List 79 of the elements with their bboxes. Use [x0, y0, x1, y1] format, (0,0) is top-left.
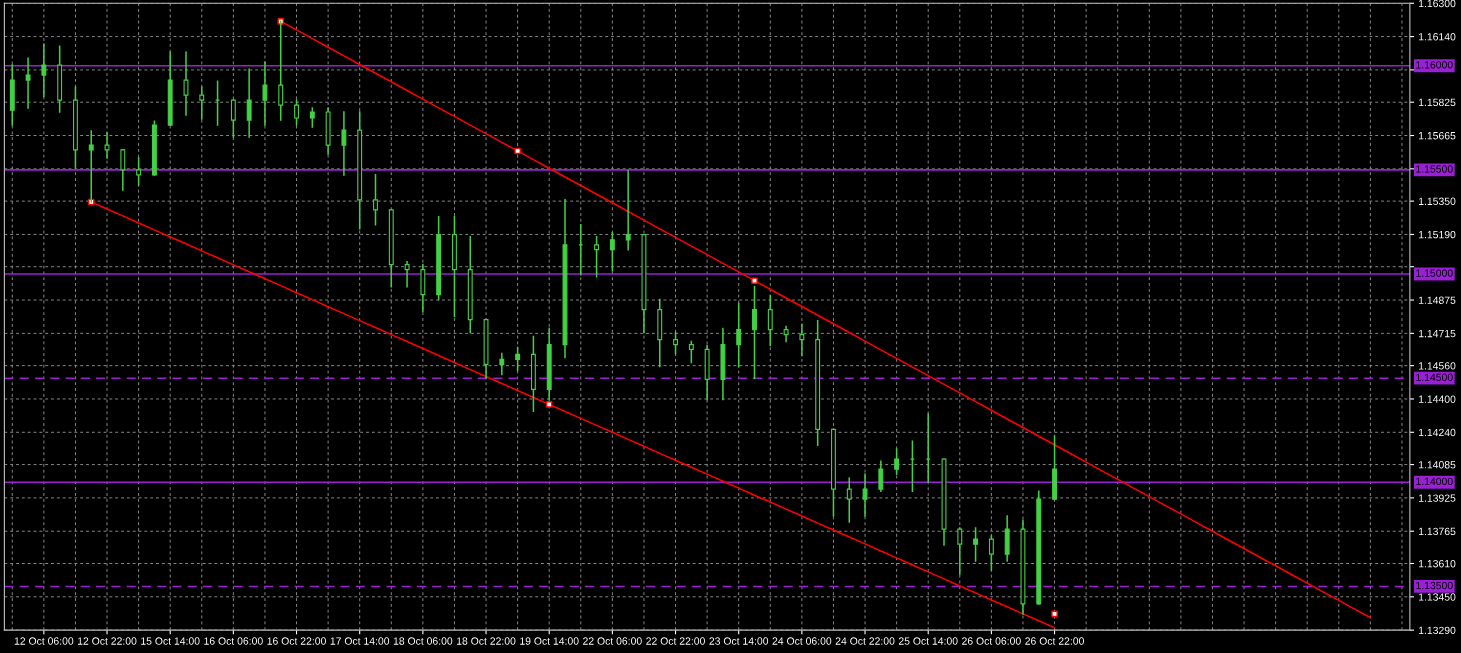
- y-tick-label: 1.15825: [1418, 98, 1456, 107]
- x-tick-label: 18 Oct 06:00: [393, 637, 453, 645]
- x-tick-label: 16 Oct 22:00: [267, 637, 326, 645]
- y-tick-label: 1.14400: [1418, 395, 1456, 403]
- candlestick: [862, 473, 868, 517]
- candlestick: [594, 235, 600, 278]
- candlestick: [183, 51, 189, 116]
- candlestick: [894, 448, 900, 475]
- y-tick-label: 1.14560: [1418, 362, 1456, 370]
- candlestick: [120, 149, 126, 191]
- y-tick-label: 1.16140: [1418, 33, 1456, 41]
- ref-line-label: 1.15500: [1416, 165, 1453, 173]
- ref-line-label: 1.15000: [1416, 269, 1453, 277]
- y-tick-label: 1.14085: [1418, 461, 1456, 469]
- candlestick: [230, 99, 236, 138]
- point: [545, 401, 553, 408]
- y-tick-label: 1.14715: [1418, 329, 1456, 338]
- candlestick: [262, 61, 268, 126]
- x-tick-label: 22 Oct 22:00: [646, 637, 705, 645]
- x-tick-label: 12 Oct 06:00: [14, 637, 74, 645]
- x-tick-label: 12 Oct 22:00: [78, 637, 137, 645]
- candlestick: [736, 302, 742, 368]
- x-tick-label: 23 Oct 14:00: [709, 637, 769, 645]
- candlestick: [104, 132, 110, 159]
- candlestick: [41, 43, 47, 97]
- x-tick-label: 22 Oct 06:00: [583, 637, 642, 645]
- candlestick: [294, 99, 299, 126]
- candlestick: [973, 527, 979, 562]
- candlestick: [578, 224, 584, 276]
- candlestick: [799, 323, 805, 357]
- candlestick: [846, 477, 852, 523]
- candlestick: [625, 170, 631, 251]
- point: [514, 147, 521, 155]
- y-tick-label: 1.13610: [1418, 560, 1456, 568]
- y-tick-label: 1.13925: [1418, 494, 1456, 502]
- point: [1051, 610, 1058, 618]
- x-tick-label: 18 Oct 22:00: [457, 637, 516, 645]
- x-tick-label: 17 Oct 14:00: [330, 637, 390, 645]
- x-tick-label: 26 Oct 06:00: [962, 637, 1021, 645]
- y-tick-label: 1.15350: [1418, 197, 1456, 205]
- candlestick: [673, 331, 678, 355]
- x-tick-label: 25 Oct 14:00: [898, 637, 958, 645]
- y-tick-label: 1.13450: [1418, 593, 1456, 601]
- candlestick: [515, 346, 521, 372]
- candlestick: [752, 285, 757, 380]
- candlestick: [309, 107, 315, 128]
- candlestick: [957, 527, 963, 575]
- candlestick: [25, 57, 31, 109]
- y-tick-label: 1.15665: [1418, 132, 1456, 140]
- candlestick: [499, 352, 505, 376]
- candlestick: [341, 111, 347, 176]
- candlestick: [199, 86, 205, 120]
- y-tick-label: 1.14875: [1418, 296, 1456, 304]
- ref-line-label: 1.16000: [1416, 61, 1453, 69]
- candlestick: [246, 68, 252, 138]
- candlestick: [878, 460, 884, 492]
- y-tick-label: 1.13290: [1418, 626, 1456, 635]
- y-tick-label: 1.15190: [1418, 230, 1456, 239]
- y-tick-label: 1.16300: [1418, 0, 1456, 8]
- point: [751, 277, 758, 284]
- candlestick: [767, 294, 773, 347]
- x-tick-label: 24 Oct 06:00: [772, 637, 832, 645]
- candlestick: [136, 157, 142, 186]
- y-tick-label: 1.14240: [1418, 428, 1456, 437]
- x-tick-label: 24 Oct 22:00: [835, 637, 895, 645]
- candlestick: [373, 174, 378, 226]
- x-tick-label: 16 Oct 06:00: [204, 637, 263, 645]
- ref-line-label: 1.14000: [1416, 477, 1453, 486]
- candlestick: [688, 340, 694, 364]
- candlestick: [609, 232, 615, 272]
- x-tick-label: 15 Oct 14:00: [141, 637, 200, 645]
- x-tick-label: 26 Oct 22:00: [1025, 637, 1084, 645]
- x-tick-label: 19 Oct 14:00: [520, 637, 579, 645]
- candlestick: [988, 535, 994, 571]
- ref-line-label: 1.14500: [1416, 373, 1453, 381]
- candlestick: [404, 260, 410, 288]
- candlestick: [88, 130, 94, 203]
- y-tick-label: 1.13765: [1418, 527, 1456, 536]
- ref-line-label: 1.13500: [1416, 581, 1453, 590]
